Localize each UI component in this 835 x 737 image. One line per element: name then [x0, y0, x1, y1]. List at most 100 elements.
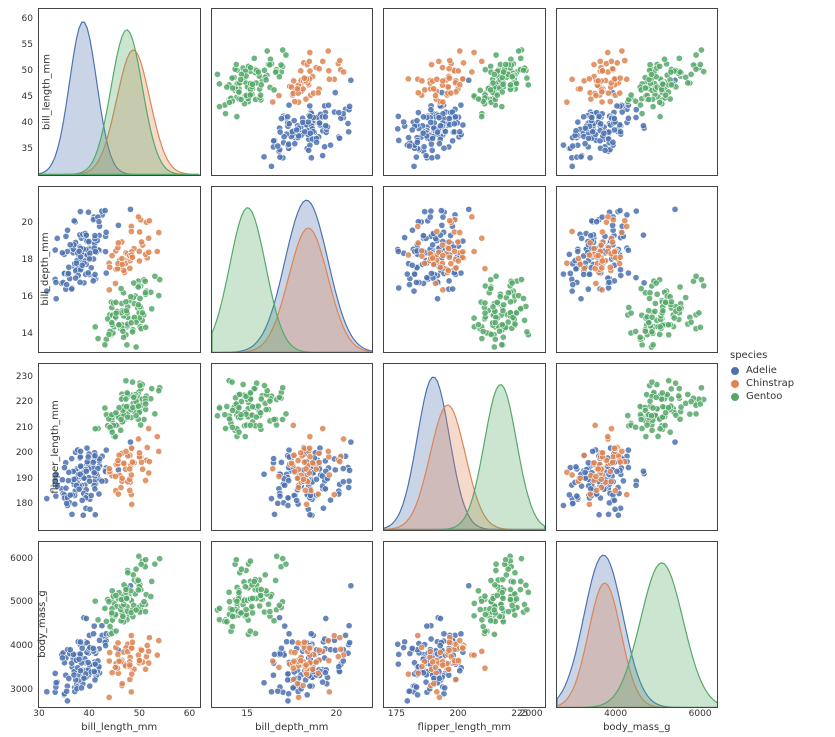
scatter-point: [118, 285, 124, 291]
scatter-point: [72, 501, 78, 507]
scatter-point: [488, 276, 494, 282]
scatter-point: [625, 464, 631, 470]
scatter-point: [120, 328, 126, 334]
panel-bill_depth_mm-vs-body_mass_g: [556, 186, 719, 354]
scatter-point: [460, 248, 466, 254]
scatter-point: [115, 639, 121, 645]
scatter-point: [616, 260, 622, 266]
scatter-point: [471, 612, 477, 618]
scatter-point: [524, 606, 530, 612]
y-tick-label: 3000: [10, 685, 33, 695]
scatter-point: [457, 129, 463, 135]
scatter-point: [617, 254, 623, 260]
scatter-point: [419, 663, 425, 669]
scatter-point: [128, 472, 134, 478]
scatter-point: [125, 569, 131, 575]
scatter-point: [623, 491, 629, 497]
scatter-point: [276, 394, 282, 400]
scatter-point: [578, 235, 584, 241]
scatter-point: [113, 627, 119, 633]
scatter-point: [79, 262, 85, 268]
x-tick-label: 200: [449, 709, 466, 719]
scatter-point: [107, 264, 113, 270]
scatter-point: [586, 251, 592, 257]
scatter-point: [509, 602, 515, 608]
scatter-point: [293, 127, 299, 133]
scatter-point: [63, 688, 69, 694]
scatter-point: [440, 78, 446, 84]
scatter-point: [251, 578, 257, 584]
scatter-point: [336, 135, 342, 141]
scatter-point: [346, 639, 352, 645]
scatter-point: [624, 412, 630, 418]
scatter-point: [632, 114, 638, 120]
scatter-point: [640, 123, 646, 129]
scatter-point: [301, 639, 307, 645]
scatter-point: [524, 328, 530, 334]
scatter-point: [138, 238, 144, 244]
scatter-point: [136, 248, 142, 254]
scatter-point: [306, 49, 312, 55]
scatter-point: [345, 478, 351, 484]
scatter-point: [233, 61, 239, 67]
scatter-point: [598, 89, 604, 95]
scatter-point: [91, 622, 97, 628]
scatter-point: [92, 232, 98, 238]
scatter-point: [332, 89, 338, 95]
scatter-point: [563, 260, 569, 266]
scatter-point: [278, 115, 284, 121]
scatter-point: [276, 602, 282, 608]
scatter-point: [274, 143, 280, 149]
scatter-point: [577, 86, 583, 92]
scatter-point: [321, 144, 327, 150]
scatter-point: [102, 605, 108, 611]
scatter-point: [471, 49, 477, 55]
scatter-point: [302, 466, 308, 472]
scatter-point: [446, 277, 452, 283]
scatter-point: [482, 299, 488, 305]
scatter-point: [614, 60, 620, 66]
scatter-point: [131, 394, 137, 400]
scatter-point: [286, 121, 292, 127]
scatter-point: [118, 427, 124, 433]
scatter-point: [99, 478, 105, 484]
scatter-point: [268, 163, 274, 169]
scatter-point: [401, 234, 407, 240]
scatter-point: [276, 74, 282, 80]
scatter-point: [428, 61, 434, 67]
scatter-point: [247, 422, 253, 428]
scatter-point: [460, 60, 466, 66]
scatter-point: [275, 473, 281, 479]
scatter-point: [609, 459, 615, 465]
scatter-point: [65, 477, 71, 483]
scatter-point: [268, 495, 274, 501]
scatter-point: [569, 287, 575, 293]
scatter-point: [279, 416, 285, 422]
scatter-point: [128, 293, 134, 299]
scatter-point: [434, 129, 440, 135]
scatter-point: [566, 492, 572, 498]
scatter-point: [662, 299, 668, 305]
scatter-point: [507, 82, 513, 88]
scatter-point: [466, 582, 472, 588]
scatter-point: [340, 69, 346, 75]
scatter-point: [138, 459, 144, 465]
scatter-point: [129, 501, 135, 507]
scatter-point: [620, 478, 626, 484]
scatter-point: [475, 587, 481, 593]
scatter-point: [428, 270, 434, 276]
scatter-point: [138, 647, 144, 653]
scatter-point: [293, 497, 299, 503]
scatter-point: [667, 69, 673, 75]
scatter-point: [653, 279, 659, 285]
scatter-point: [434, 228, 440, 234]
panel-body_mass_g-vs-flipper_length_mm: flipper_length_mm175200225: [383, 541, 546, 709]
scatter-point: [413, 683, 419, 689]
scatter-point: [115, 651, 121, 657]
scatter-point: [475, 321, 481, 327]
legend-item-gentoo: Gentoo: [730, 391, 794, 402]
scatter-point: [446, 66, 452, 72]
x-tick-label: 20: [331, 709, 342, 719]
scatter-point: [223, 618, 229, 624]
scatter-point: [337, 646, 343, 652]
